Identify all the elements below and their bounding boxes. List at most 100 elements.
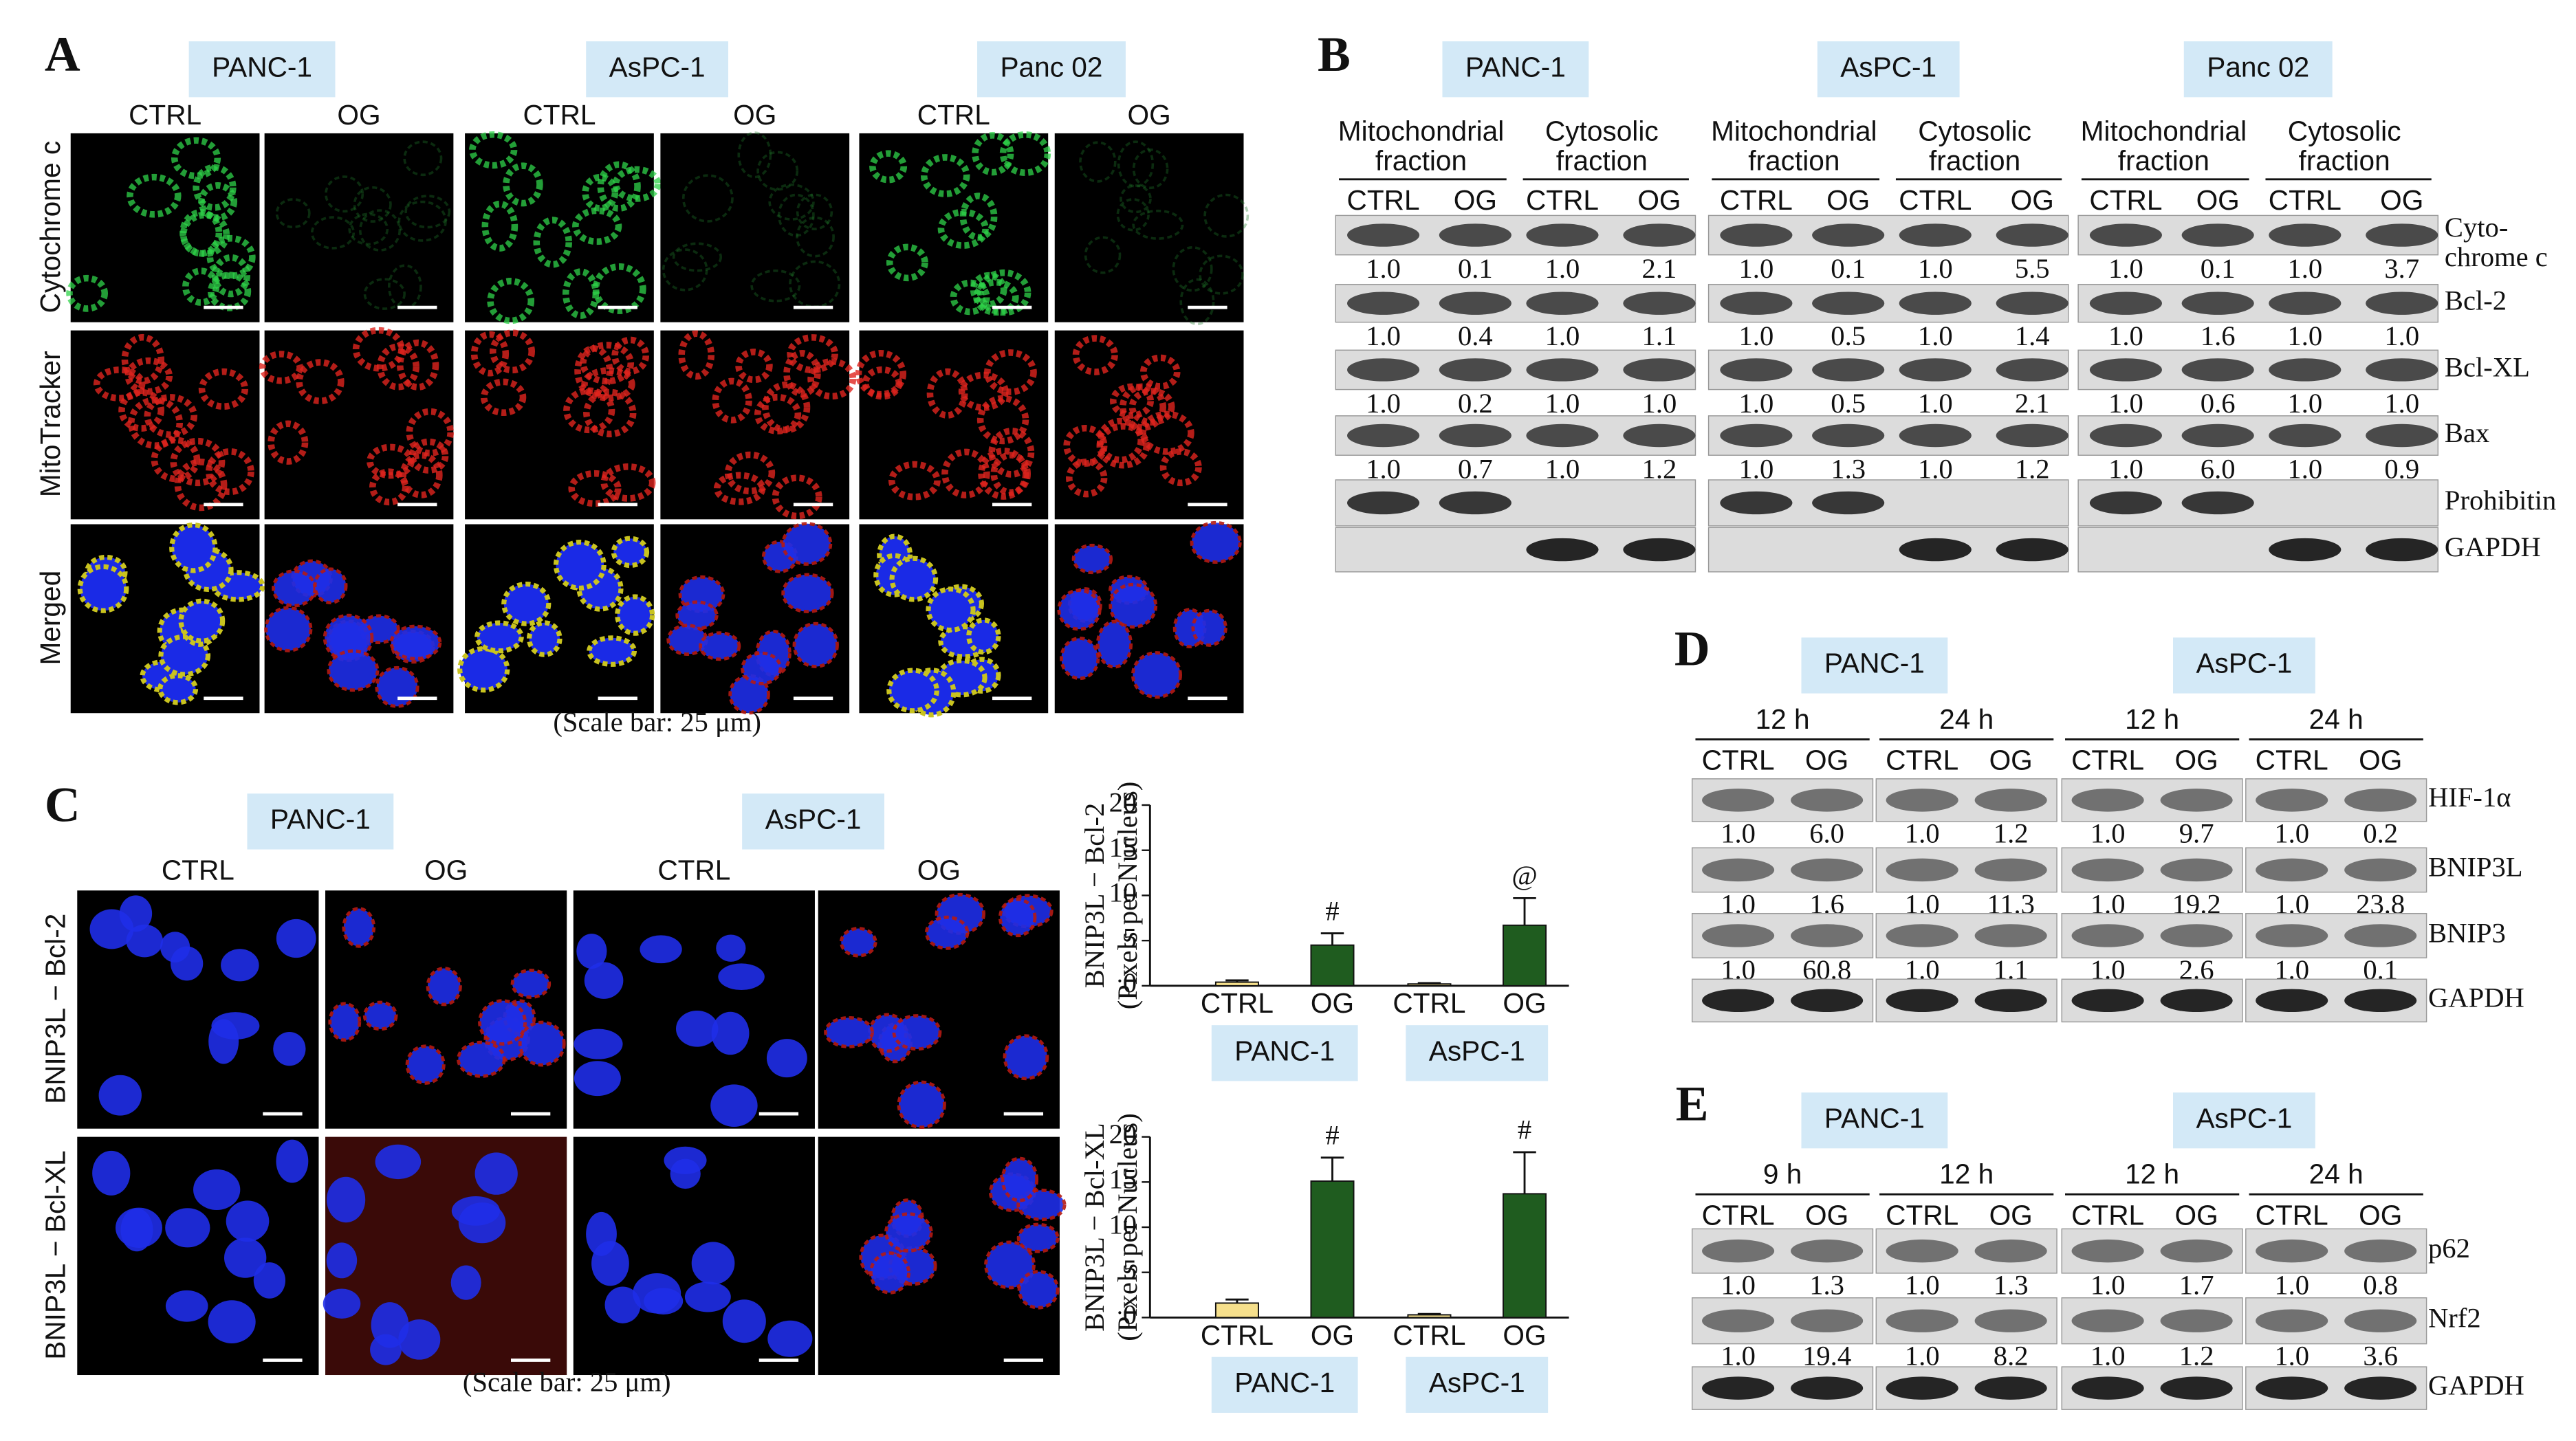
cell	[342, 907, 376, 948]
quant-value: 0.5	[1831, 388, 1866, 419]
quant-value: 1.0	[2287, 320, 2322, 351]
quant-value: 1.2	[1994, 818, 2029, 849]
y-axis-label: BNIP3L − Bcl-XL	[1079, 1123, 1110, 1331]
fraction-label: Cytosolic	[1545, 116, 1659, 147]
panel-letter: D	[1674, 622, 1710, 676]
quant-value: 1.0	[1905, 1270, 1940, 1301]
quant-value: 19.4	[1802, 1340, 1851, 1371]
cell	[1139, 354, 1181, 390]
condition-label: CTRL	[2256, 745, 2328, 776]
blot-band	[2160, 1309, 2233, 1332]
blot-band	[2160, 1376, 2233, 1400]
condition-label: OG	[1989, 745, 2033, 776]
cell-line-label-box	[2173, 1092, 2315, 1149]
cell	[66, 274, 109, 312]
cell	[93, 366, 146, 402]
cell	[362, 1000, 398, 1031]
cell	[406, 408, 454, 456]
cell	[886, 243, 928, 282]
cell	[1096, 417, 1144, 463]
significance-marker: #	[1325, 1119, 1339, 1150]
quant-value: 1.0	[1366, 320, 1401, 351]
micrograph	[660, 133, 850, 322]
quant-value: 3.7	[2384, 253, 2419, 284]
condition-label: CTRL	[2089, 184, 2162, 216]
cell	[1119, 383, 1166, 431]
quant-value: 1.0	[2274, 1270, 2309, 1301]
blot-band	[1347, 358, 1420, 382]
cell	[824, 1015, 874, 1048]
cell	[398, 1319, 441, 1360]
blot-band	[2071, 789, 2144, 812]
micrograph	[70, 330, 260, 520]
blot-band	[2089, 491, 2162, 515]
cell	[767, 1320, 813, 1357]
quant-value: 1.0	[2287, 388, 2322, 419]
significance-marker: #	[1518, 1114, 1531, 1145]
cell-line-label-box	[977, 41, 1126, 98]
cell	[582, 173, 619, 212]
cell	[886, 668, 939, 714]
cell	[396, 339, 439, 390]
micrograph	[1054, 133, 1244, 322]
cell	[754, 393, 802, 434]
cell	[710, 1084, 758, 1128]
cell	[924, 915, 970, 950]
blot-band	[2366, 292, 2438, 315]
cell	[1172, 246, 1213, 292]
blot-band	[2344, 789, 2417, 812]
cell	[604, 1286, 641, 1323]
cell	[1190, 520, 1242, 564]
quant-value: 1.0	[1918, 253, 1953, 284]
cell	[208, 1300, 256, 1343]
cell	[1132, 148, 1169, 190]
cell	[737, 131, 772, 179]
blot-band	[2366, 223, 2438, 247]
condition-label: OG	[424, 855, 468, 886]
cell	[457, 646, 510, 693]
condition-label: CTRL	[2071, 1199, 2144, 1231]
cell	[400, 452, 443, 498]
cell	[121, 333, 165, 385]
panel-letter: E	[1676, 1076, 1709, 1131]
cell	[1066, 458, 1108, 498]
protein-label: Bcl-2	[2445, 285, 2507, 316]
cell	[666, 624, 708, 656]
cell-line-label: PANC-1	[1824, 1102, 1925, 1134]
cell	[1120, 184, 1152, 214]
blot-band	[2269, 424, 2342, 448]
cell	[958, 371, 1009, 411]
blot-band	[1812, 358, 1885, 382]
cell	[193, 1169, 241, 1210]
time-label: 9 h	[1763, 1158, 1802, 1190]
bar	[1214, 981, 1259, 987]
quant-value: 1.0	[1918, 453, 1953, 484]
cell	[633, 1273, 681, 1314]
cell	[450, 1265, 481, 1300]
quant-value: 1.0	[2108, 253, 2143, 284]
cell	[1203, 193, 1249, 238]
cell	[178, 598, 226, 644]
cell	[118, 388, 165, 432]
cell	[1079, 141, 1117, 183]
cell	[892, 1014, 942, 1051]
quant-value: 1.7	[2179, 1270, 2214, 1301]
cell-line-label-box	[1801, 1092, 1948, 1149]
cell	[323, 1288, 361, 1319]
cell	[781, 573, 834, 614]
cell	[959, 192, 998, 241]
quant-value: 1.0	[2108, 320, 2143, 351]
cell	[597, 161, 641, 212]
row-label: Merged	[34, 571, 66, 666]
cell-line-label: PANC-1	[1465, 51, 1566, 82]
cell	[1179, 278, 1215, 326]
quant-value: 1.0	[1366, 388, 1401, 419]
blot-band	[1996, 538, 2069, 562]
cell	[1110, 383, 1154, 419]
blot-band	[1996, 424, 2069, 448]
y-tick-label: 15	[1109, 1164, 1137, 1195]
quant-value: 1.0	[2108, 453, 2143, 484]
cell	[869, 1251, 910, 1295]
blot-band	[2269, 292, 2342, 315]
cell	[574, 1028, 623, 1059]
